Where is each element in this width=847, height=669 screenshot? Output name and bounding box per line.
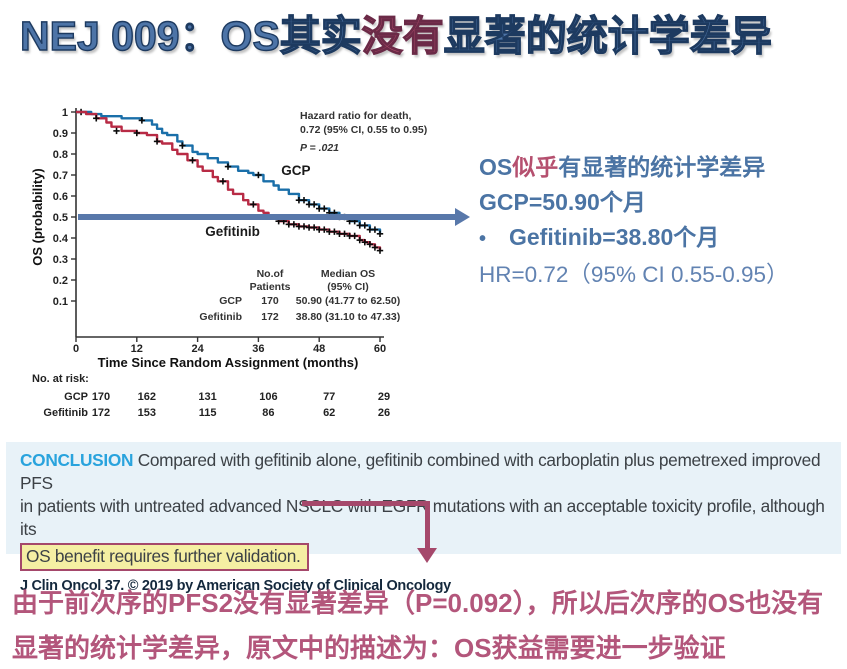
svg-text:170: 170: [261, 295, 279, 307]
note-gefitinib-text: Gefitinib=38.80个月: [509, 224, 720, 250]
svg-text:No. at risk:: No. at risk:: [32, 373, 89, 385]
connector-vertical: [425, 501, 430, 550]
note-os-pre: OS: [479, 154, 513, 180]
connector-horizontal: [302, 501, 430, 506]
svg-text:60: 60: [374, 343, 386, 355]
right-notes: OS似乎有显著的统计学差异 GCP=50.90个月 • Gefitinib=38.…: [479, 150, 844, 292]
connector-arrowhead-icon: [417, 548, 437, 563]
svg-text:Patients: Patients: [250, 281, 291, 293]
conclusion-line2: in patients with untreated advanced NSCL…: [20, 496, 825, 539]
svg-text:12: 12: [131, 343, 143, 355]
svg-text:170: 170: [92, 391, 110, 403]
note-line-hr: HR=0.72（95% CI 0.55-0.95）: [479, 262, 789, 287]
svg-text:172: 172: [261, 311, 279, 323]
svg-text:P = .021: P = .021: [300, 142, 339, 154]
conclusion-panel: CONCLUSION Compared with gefitinib alone…: [6, 442, 841, 594]
page-title: NEJ 009：OS其实没有显著的统计学差异: [19, 2, 772, 62]
svg-text:0.2: 0.2: [53, 275, 68, 287]
svg-text:GCP: GCP: [219, 295, 242, 307]
svg-text:86: 86: [262, 407, 274, 419]
svg-text:Median OS: Median OS: [321, 268, 375, 280]
svg-text:29: 29: [378, 391, 390, 403]
note-os-post: 有显著的统计学差异: [558, 154, 766, 180]
svg-text:0.3: 0.3: [53, 254, 68, 266]
bottom-note-line2: 显著的统计学差异，原文中的描述为：OS获益需要进一步验证: [12, 633, 726, 663]
note-line-os: OS似乎有显著的统计学差异: [479, 150, 844, 185]
svg-text:48: 48: [313, 343, 325, 355]
citation: J Clin Oncol 37. © 2019 by American Soci…: [20, 578, 451, 594]
svg-text:0: 0: [73, 343, 79, 355]
bottom-note-line1: 由于前次序的PFS2没有显著差异（P=0.092），所以后次序的OS也没有: [12, 588, 824, 618]
title-post: 显著的统计学差异: [443, 12, 772, 59]
note-line-gefitinib: • Gefitinib=38.80个月: [479, 220, 844, 257]
km-survival-svg: 0.1 0.2 0.3 0.4 0.5 0.6 0.7 0.8 0.9 1 0 12 24 36 48 60 T…: [30, 107, 427, 419]
note-os-emphasis: 似乎: [512, 154, 559, 180]
svg-text:Gefitinib: Gefitinib: [205, 224, 260, 239]
svg-text:GCP: GCP: [64, 391, 88, 403]
svg-text:162: 162: [138, 391, 156, 403]
svg-text:Gefitinib: Gefitinib: [43, 407, 88, 419]
svg-text:24: 24: [191, 343, 204, 355]
svg-text:38.80 (31.10 to 47.33): 38.80 (31.10 to 47.33): [296, 311, 400, 323]
svg-text:GCP: GCP: [281, 163, 310, 178]
svg-text:115: 115: [199, 407, 217, 419]
conclusion-line1: Compared with gefitinib alone, gefitinib…: [20, 450, 821, 493]
svg-text:0.4: 0.4: [53, 233, 69, 245]
svg-text:0.72 (95% CI, 0.55 to 0.95): 0.72 (95% CI, 0.55 to 0.95): [300, 124, 427, 136]
svg-text:0.1: 0.1: [53, 296, 68, 308]
median-line-arrow: [78, 214, 456, 220]
km-survival-chart: 0.1 0.2 0.3 0.4 0.5 0.6 0.7 0.8 0.9 1 0 12 24 36 48 60 T…: [30, 95, 460, 430]
bottom-note: 由于前次序的PFS2没有显著差异（P=0.092），所以后次序的OS也没有 显著…: [12, 581, 842, 669]
svg-text:77: 77: [323, 391, 335, 403]
conclusion-text: CONCLUSION Compared with gefitinib alone…: [20, 449, 829, 571]
svg-text:1: 1: [62, 107, 68, 119]
svg-text:0.6: 0.6: [53, 191, 68, 203]
svg-text:153: 153: [138, 407, 156, 419]
svg-text:Time Since Random Assignment (: Time Since Random Assignment (months): [98, 355, 359, 370]
svg-text:36: 36: [252, 343, 264, 355]
note-line-gcp: GCP=50.90个月: [479, 189, 646, 215]
conclusion-highlight: OS benefit requires further validation.: [20, 543, 309, 571]
title-pre: NEJ 009：OS其实: [19, 12, 362, 59]
svg-text:0.8: 0.8: [53, 149, 68, 161]
svg-text:OS (probability): OS (probability): [30, 168, 45, 266]
svg-text:No.of: No.of: [257, 268, 284, 280]
svg-text:50.90 (41.77 to 62.50): 50.90 (41.77 to 62.50): [296, 295, 400, 307]
title-emphasis: 没有: [361, 12, 444, 59]
conclusion-label: CONCLUSION: [20, 450, 134, 470]
svg-text:131: 131: [198, 391, 216, 403]
svg-text:0.9: 0.9: [53, 128, 68, 140]
svg-text:26: 26: [378, 407, 390, 419]
svg-text:Hazard ratio for death,: Hazard ratio for death,: [300, 110, 412, 122]
bullet-icon: •: [479, 228, 487, 250]
svg-text:(95% CI): (95% CI): [327, 281, 368, 293]
median-line-arrowhead-icon: [455, 208, 470, 226]
svg-text:0.5: 0.5: [53, 212, 68, 224]
svg-text:172: 172: [92, 407, 110, 419]
svg-text:0.7: 0.7: [53, 170, 68, 182]
svg-text:Gefitinib: Gefitinib: [199, 311, 242, 323]
svg-text:106: 106: [259, 391, 277, 403]
svg-text:62: 62: [323, 407, 335, 419]
